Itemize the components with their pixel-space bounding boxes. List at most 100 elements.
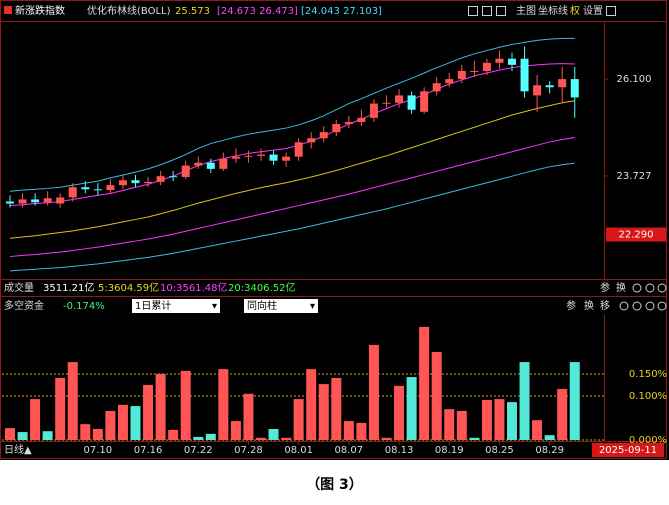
caption: （图 3）	[306, 477, 363, 493]
band-line	[9, 136, 575, 258]
tool[interactable]: 参	[600, 281, 610, 294]
date-box	[592, 443, 664, 457]
bar	[293, 399, 304, 440]
candle-body	[282, 156, 291, 161]
candle-body	[508, 58, 516, 65]
x-tick-label: 08.29	[535, 445, 564, 456]
bar	[67, 362, 78, 440]
candle-body	[432, 83, 441, 92]
indicator[interactable]: 优化布林线(BOLL)	[87, 4, 171, 17]
y-tick-label: 0.000%	[629, 435, 667, 446]
bar	[368, 344, 379, 440]
toolbar-item[interactable]: 主图	[516, 5, 536, 17]
volume-label: 成交量	[4, 281, 34, 294]
bar	[381, 437, 392, 440]
bar	[356, 422, 367, 440]
bar	[406, 377, 417, 440]
dropdown[interactable]	[132, 299, 220, 313]
bar	[30, 399, 41, 440]
candle-body	[570, 79, 579, 98]
candle-body	[131, 180, 140, 184]
y-tick-label: 0.150%	[629, 369, 667, 380]
toolbar-item[interactable]: 设置	[583, 5, 603, 17]
y-tick-label: 26.100	[617, 74, 652, 85]
window-icon[interactable]	[606, 6, 616, 16]
candle-body	[558, 79, 567, 88]
dropdown-arrow[interactable]: ▾	[310, 301, 315, 312]
band-line	[9, 162, 575, 272]
tool[interactable]: 换	[584, 299, 594, 312]
bar	[130, 406, 141, 440]
bar	[168, 429, 179, 440]
bar	[117, 404, 128, 440]
candle-body	[319, 132, 328, 139]
dropdown[interactable]	[244, 299, 318, 313]
candle-body	[470, 70, 479, 72]
volume-ma5: 5:3604.59亿	[98, 281, 159, 294]
bar	[494, 399, 505, 440]
volume-ma10: 10:3561.48亿	[160, 281, 227, 294]
x-tick-label: 07.28	[234, 445, 263, 456]
toolbar-item[interactable]: 权	[570, 4, 580, 17]
dropdown-text[interactable]: 同向柱	[247, 299, 277, 312]
candle-body	[106, 185, 115, 191]
band2: [24.043 27.103]	[301, 6, 382, 17]
tool[interactable]: 参	[566, 299, 576, 312]
candle-body	[6, 201, 14, 204]
candle-body	[495, 58, 504, 63]
tool-icons[interactable]	[619, 301, 667, 311]
candle-body	[407, 95, 416, 110]
bar	[155, 373, 166, 440]
band1: [24.673 26.473]	[217, 6, 298, 17]
bar	[331, 377, 342, 440]
x-tick-label: 07.10	[84, 445, 113, 456]
bar	[519, 362, 530, 440]
candle-body	[118, 180, 127, 186]
bar	[481, 399, 492, 440]
x-tick-label: 08.01	[284, 445, 313, 456]
x-tick-label: 08.07	[335, 445, 364, 456]
x-tick-label: 08.19	[435, 445, 464, 456]
tool[interactable]: 换	[616, 281, 626, 294]
dropdown-text[interactable]: 1日累计	[135, 299, 171, 312]
band-line	[9, 100, 575, 239]
candle-body	[231, 156, 240, 159]
bar	[544, 435, 555, 440]
candle-body	[332, 123, 341, 133]
bar	[143, 384, 154, 440]
frame	[0, 0, 667, 459]
volume-total: 3511.21亿	[43, 281, 94, 294]
title: 新涨跌指数	[15, 4, 65, 17]
candle-body	[68, 187, 77, 198]
candle-body	[181, 165, 190, 178]
bar	[343, 421, 354, 440]
period[interactable]: 日线▲	[4, 443, 32, 456]
candle-body	[244, 155, 253, 157]
candle-body	[545, 85, 554, 88]
mid-value: 25.573	[175, 6, 210, 17]
bar	[507, 402, 517, 440]
dropdown-arrow[interactable]: ▾	[212, 301, 217, 312]
tool-icons[interactable]	[632, 283, 667, 293]
tool[interactable]: 移	[600, 299, 610, 312]
band-line	[9, 63, 575, 207]
screen: 新涨跌指数 优化布林线(BOLL) 25.573 [24.673 26.473]…	[0, 0, 669, 460]
candle-body	[369, 103, 378, 118]
x-tick-label: 08.13	[385, 445, 414, 456]
bar	[444, 409, 455, 440]
toolbar-item[interactable]: 坐标线	[538, 4, 568, 17]
candle-body	[18, 199, 27, 204]
bar	[80, 424, 91, 440]
bar	[193, 436, 204, 440]
window-icons[interactable]	[468, 6, 506, 16]
icon	[4, 6, 12, 14]
bar	[230, 421, 241, 440]
bar	[5, 428, 15, 440]
x-tick-label: 07.16	[134, 445, 163, 456]
date: 2025-09-11	[599, 445, 657, 456]
bar	[92, 428, 103, 440]
bar	[318, 384, 329, 440]
bar	[55, 377, 66, 440]
bar	[243, 393, 254, 440]
